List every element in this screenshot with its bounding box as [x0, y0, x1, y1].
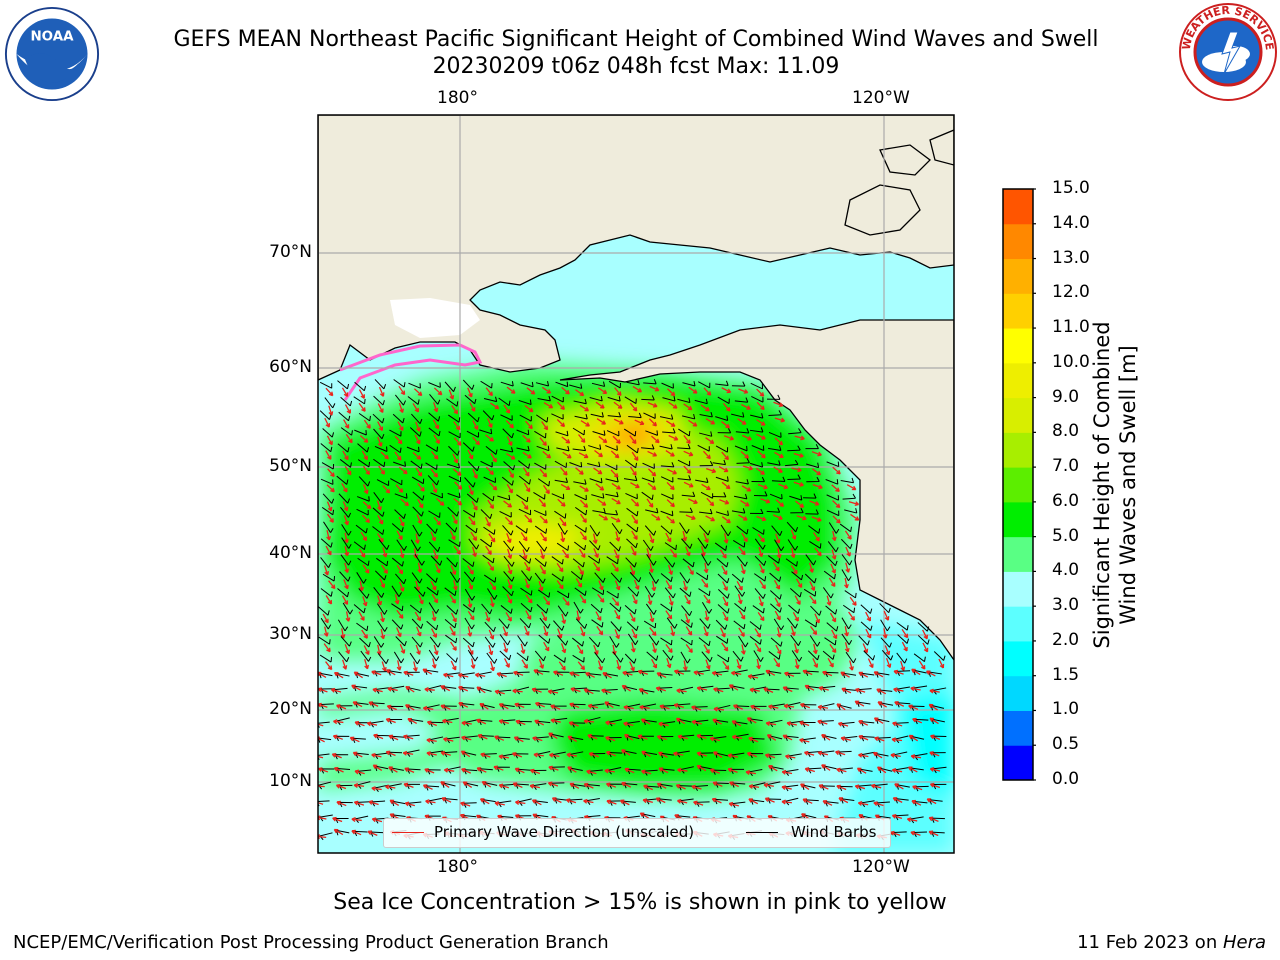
lat-label-50n: 50°N [269, 456, 312, 476]
wind-barb-legend-label: Wind Barbs [791, 823, 877, 841]
colorbar-tick-label: 7.0 [1052, 456, 1080, 477]
colorbar-tick-label: 9.0 [1052, 386, 1080, 407]
colorbar-segment [1003, 397, 1033, 433]
colorbar-segment [1003, 675, 1033, 711]
colorbar-segment [1003, 328, 1033, 364]
colorbar-tick-label: 14.0 [1052, 212, 1090, 233]
colorbar-segment [1003, 536, 1033, 572]
colorbar-tick-label: 2.0 [1052, 629, 1080, 650]
colorbar-segment [1003, 223, 1033, 260]
colorbar-tick-label: 4.0 [1052, 560, 1080, 581]
colorbar-segment [1003, 606, 1033, 642]
lon-label-top-120w: 120°W [852, 88, 910, 108]
colorbar-segment [1003, 745, 1033, 781]
colorbar-tick-label: 1.5 [1052, 664, 1080, 685]
lon-label-top-180: 180° [437, 88, 478, 108]
wind-barb-legend-swatch [746, 832, 778, 833]
wave-direction-legend-label: Primary Wave Direction (unscaled) [434, 823, 695, 841]
footer-date-text: 11 Feb 2023 on [1077, 932, 1223, 953]
vector-field [318, 379, 947, 841]
colorbar-tick-label: 0.5 [1052, 734, 1080, 755]
colorbar-segment [1003, 571, 1033, 607]
sea-ice-edge [339, 343, 483, 401]
lat-label-10n: 10°N [269, 771, 312, 791]
lat-label-30n: 30°N [269, 624, 312, 644]
colorbar-tick-label: 8.0 [1052, 421, 1080, 442]
lat-label-70n: 70°N [269, 242, 312, 262]
sea-white-patch [390, 298, 480, 338]
national-weather-service-logo-icon: WEATHER SERVICE [1179, 3, 1277, 101]
colorbar-title-line2: Wind Waves and Swell [m] [1116, 345, 1140, 625]
map-title: GEFS MEAN Northeast Pacific Significant … [173, 27, 1099, 52]
footer-credit: NCEP/EMC/Verification Post Processing Pr… [13, 932, 609, 953]
colorbar-segment [1003, 640, 1033, 677]
colorbar-segment [1003, 189, 1033, 225]
colorbar-title-line1: Significant Height of Combined [1090, 321, 1114, 649]
footer-date: 11 Feb 2023 on Hera [1077, 932, 1266, 953]
colorbar-tick-label: 11.0 [1052, 317, 1090, 338]
colorbar-segment [1003, 258, 1033, 294]
map-frame [317, 114, 955, 854]
lat-label-20n: 20°N [269, 699, 312, 719]
lon-label-bottom-120w: 120°W [852, 857, 910, 877]
wave-direction-legend-swatch [392, 832, 424, 833]
footer-machine-name: Hera [1222, 932, 1266, 953]
sea-ice-note: Sea Ice Concentration > 15% is shown in … [333, 890, 947, 915]
lat-label-40n: 40°N [269, 543, 312, 563]
colorbar [1002, 188, 1036, 781]
colorbar-tick-label: 5.0 [1052, 525, 1080, 546]
colorbar-tick-label: 15.0 [1052, 178, 1090, 198]
colorbar-tick-label: 12.0 [1052, 282, 1090, 303]
colorbar-segment [1003, 293, 1033, 329]
colorbar-tick-label: 1.0 [1052, 699, 1080, 720]
lon-label-bottom-180: 180° [437, 857, 478, 877]
colorbar-tick-label: 13.0 [1052, 247, 1090, 268]
colorbar-tick-label: 3.0 [1052, 595, 1080, 616]
colorbar-tick-label: 10.0 [1052, 351, 1090, 372]
noaa-logo-icon: NOAA [4, 6, 100, 102]
colorbar-segment [1003, 710, 1033, 746]
colorbar-tick-label: 6.0 [1052, 490, 1080, 511]
colorbar-segment [1003, 432, 1033, 468]
svg-text:NOAA: NOAA [30, 30, 74, 45]
colorbar-segment [1003, 362, 1033, 399]
land-areas [318, 115, 954, 662]
map-subtitle: 20230209 t06z 048h fcst Max: 11.09 [432, 54, 840, 79]
colorbar-segment [1003, 467, 1033, 503]
map-legend: Primary Wave Direction (unscaled) Wind B… [383, 818, 891, 848]
lat-label-60n: 60°N [269, 357, 312, 377]
colorbar-segment [1003, 501, 1033, 538]
colorbar-tick-label: 0.0 [1052, 769, 1080, 789]
